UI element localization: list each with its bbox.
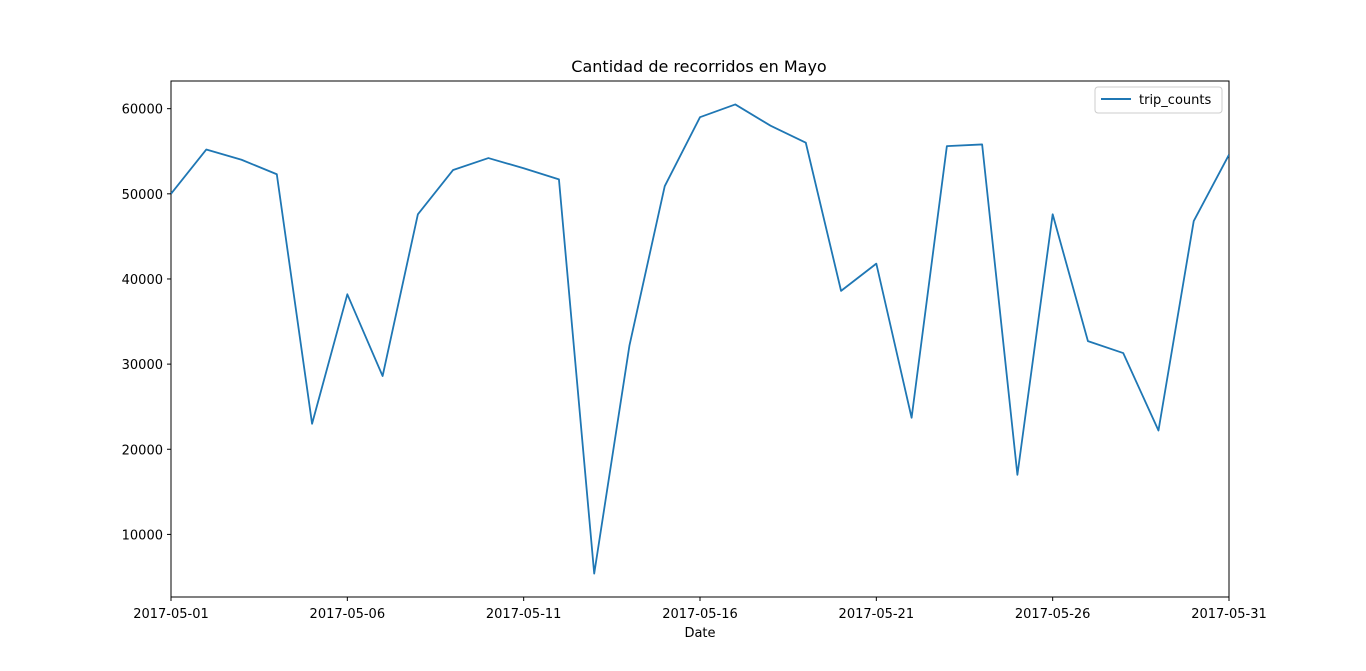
y-tick-label: 40000 — [122, 273, 163, 288]
legend-box — [1094, 86, 1223, 114]
x-tick-label: 2017-05-31 — [1191, 607, 1267, 622]
y-tick-label: 10000 — [122, 528, 163, 543]
y-tick-label: 50000 — [122, 188, 163, 203]
y-tick-label: 20000 — [122, 443, 163, 458]
y-axis: 10000 20000 30000 40000 50000 60000 — [122, 103, 171, 543]
series-layer — [170, 103, 1230, 575]
y-tick-label: 60000 — [122, 103, 163, 118]
x-axis: 2017-05-01 2017-05-06 2017-05-11 2017-05-16… — [133, 597, 1267, 622]
x-tick-label: 2017-05-16 — [662, 607, 738, 622]
y-tick-label: 30000 — [122, 358, 163, 373]
axes-frame — [170, 80, 1230, 598]
x-tick-label: 2017-05-26 — [1015, 607, 1091, 622]
x-tick-label: 2017-05-01 — [133, 607, 209, 622]
x-tick-label: 2017-05-11 — [486, 607, 562, 622]
plot-area — [170, 80, 1230, 598]
legend: trip_counts — [1094, 86, 1223, 114]
x-tick-label: 2017-05-06 — [310, 607, 386, 622]
legend-label-trip-counts: trip_counts — [1139, 93, 1211, 108]
x-tick-label: 2017-05-21 — [839, 607, 915, 622]
x-axis-title: Date — [684, 626, 715, 641]
chart-title: Cantidad de recorridos en Mayo — [571, 57, 826, 76]
